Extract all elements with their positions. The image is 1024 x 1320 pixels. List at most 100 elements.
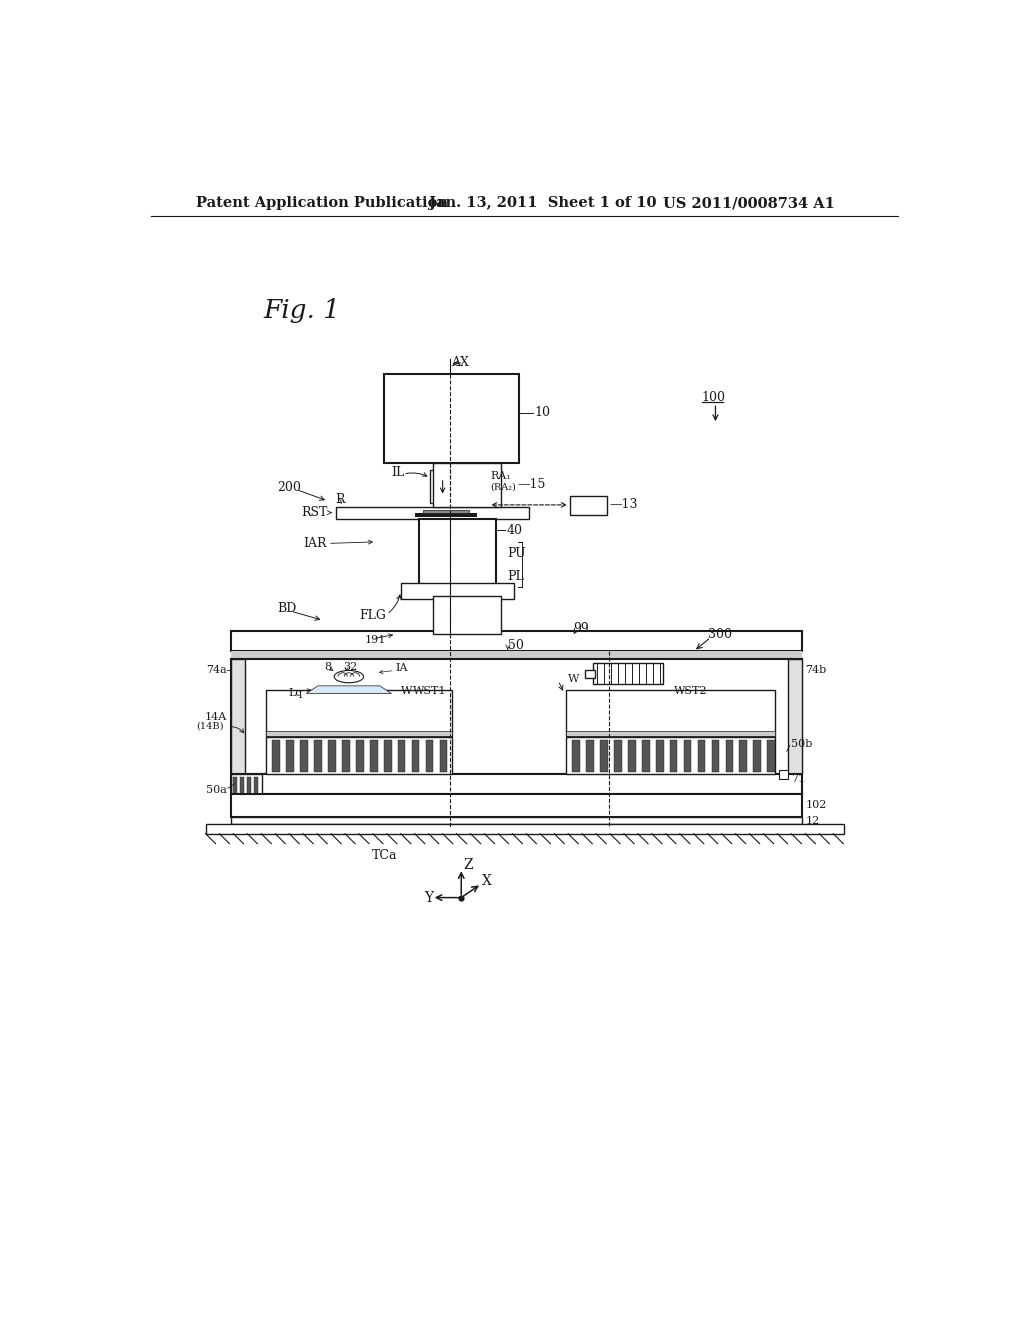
Bar bbox=[231, 659, 245, 775]
Bar bbox=[600, 739, 607, 772]
Text: R: R bbox=[336, 492, 345, 506]
Text: 14A: 14A bbox=[205, 711, 227, 722]
Text: 40: 40 bbox=[507, 524, 523, 537]
Bar bbox=[423, 510, 469, 512]
Text: Z: Z bbox=[464, 858, 473, 873]
Text: —13: —13 bbox=[609, 499, 638, 511]
Text: Jan. 13, 2011  Sheet 1 of 10: Jan. 13, 2011 Sheet 1 of 10 bbox=[429, 197, 656, 210]
Bar bbox=[572, 739, 580, 772]
Text: Y: Y bbox=[424, 891, 433, 904]
Bar bbox=[697, 739, 706, 772]
Bar bbox=[384, 739, 391, 772]
Text: (14B): (14B) bbox=[197, 722, 224, 730]
Bar bbox=[254, 776, 258, 799]
Text: 200: 200 bbox=[278, 480, 301, 494]
Bar bbox=[788, 659, 802, 775]
Text: 8: 8 bbox=[324, 661, 331, 672]
Bar bbox=[779, 770, 788, 779]
Bar bbox=[569, 496, 607, 515]
Text: WST1: WST1 bbox=[414, 686, 446, 696]
Bar bbox=[300, 739, 308, 772]
Bar bbox=[342, 739, 349, 772]
Text: 71: 71 bbox=[791, 774, 805, 784]
Bar bbox=[642, 739, 649, 772]
Text: TCa: TCa bbox=[372, 849, 397, 862]
Bar bbox=[566, 738, 775, 775]
Text: 32: 32 bbox=[343, 663, 357, 672]
Ellipse shape bbox=[334, 671, 364, 682]
Bar bbox=[655, 739, 664, 772]
Text: W: W bbox=[400, 686, 413, 696]
Bar bbox=[272, 739, 280, 772]
Text: PU: PU bbox=[507, 546, 525, 560]
Bar bbox=[430, 470, 455, 503]
Bar bbox=[206, 825, 844, 834]
Bar bbox=[266, 738, 452, 775]
Bar bbox=[614, 739, 622, 772]
Bar bbox=[231, 651, 802, 659]
Bar bbox=[356, 739, 364, 772]
Bar bbox=[286, 739, 294, 772]
Text: 50b: 50b bbox=[791, 739, 812, 748]
Bar bbox=[566, 689, 775, 737]
Text: 74a: 74a bbox=[206, 665, 226, 676]
Text: IA: IA bbox=[395, 663, 408, 673]
Text: AX: AX bbox=[452, 356, 469, 370]
Bar bbox=[426, 739, 433, 772]
Text: Patent Application Publication: Patent Application Publication bbox=[197, 197, 449, 210]
Bar bbox=[586, 671, 595, 678]
Bar bbox=[231, 793, 802, 817]
Text: IL: IL bbox=[391, 466, 404, 479]
Text: US 2011/0008734 A1: US 2011/0008734 A1 bbox=[663, 197, 835, 210]
Bar bbox=[328, 739, 336, 772]
Bar bbox=[593, 663, 663, 684]
Bar bbox=[370, 739, 378, 772]
Text: 50: 50 bbox=[508, 639, 523, 652]
Text: PL: PL bbox=[507, 570, 523, 583]
Bar bbox=[670, 739, 678, 772]
Text: 102: 102 bbox=[805, 800, 826, 810]
Bar bbox=[266, 689, 452, 737]
Text: 100: 100 bbox=[701, 391, 725, 404]
Bar bbox=[397, 739, 406, 772]
Polygon shape bbox=[231, 631, 802, 651]
Text: 191: 191 bbox=[365, 635, 386, 645]
Bar bbox=[419, 519, 496, 595]
Text: X: X bbox=[482, 874, 493, 887]
Bar bbox=[412, 739, 420, 772]
Text: 10: 10 bbox=[535, 407, 551, 418]
Text: 99: 99 bbox=[573, 622, 590, 635]
Bar bbox=[248, 776, 251, 799]
Text: RA₁: RA₁ bbox=[490, 471, 511, 482]
Text: 74b: 74b bbox=[805, 665, 826, 676]
Bar bbox=[726, 739, 733, 772]
Bar bbox=[231, 659, 802, 775]
Text: WST2: WST2 bbox=[675, 686, 708, 696]
Bar bbox=[439, 739, 447, 772]
Bar bbox=[336, 507, 529, 519]
Bar bbox=[415, 512, 477, 517]
Text: RST: RST bbox=[301, 506, 328, 519]
Text: Lq: Lq bbox=[289, 688, 303, 698]
Bar bbox=[384, 374, 519, 462]
Text: (RA₂): (RA₂) bbox=[490, 483, 516, 491]
Bar bbox=[465, 470, 488, 498]
Bar bbox=[739, 739, 748, 772]
Bar bbox=[400, 583, 514, 599]
Bar bbox=[241, 776, 245, 799]
Bar bbox=[684, 739, 691, 772]
Text: —15: —15 bbox=[518, 478, 546, 491]
Bar bbox=[628, 739, 636, 772]
Polygon shape bbox=[306, 686, 391, 693]
Bar bbox=[231, 775, 802, 793]
Bar bbox=[754, 739, 761, 772]
Text: 12: 12 bbox=[805, 816, 819, 825]
Bar bbox=[266, 731, 452, 737]
Text: FLG: FLG bbox=[359, 610, 386, 622]
Bar bbox=[233, 776, 238, 799]
Bar bbox=[231, 817, 802, 825]
Text: 50a: 50a bbox=[206, 785, 227, 795]
Bar bbox=[231, 775, 262, 801]
Bar bbox=[767, 739, 775, 772]
Text: 300: 300 bbox=[708, 628, 732, 640]
